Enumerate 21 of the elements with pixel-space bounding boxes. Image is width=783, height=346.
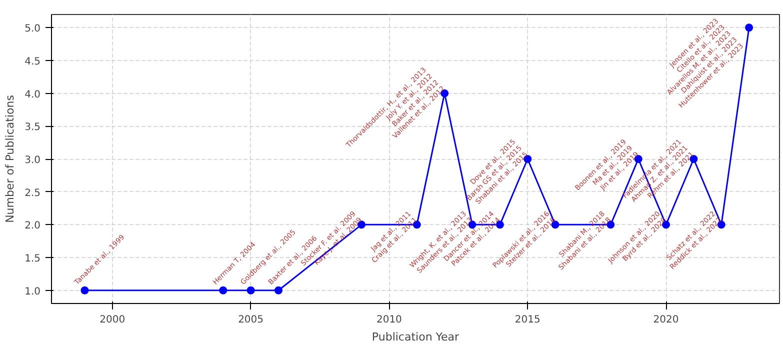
y-axis-title: Number of Publications xyxy=(4,94,17,223)
x-tick-label: 2010 xyxy=(376,314,402,326)
y-tick-label: 2.0 xyxy=(24,220,41,232)
x-tick-label: 2000 xyxy=(100,314,126,326)
x-tick-label: 2015 xyxy=(514,314,540,326)
point xyxy=(219,286,228,294)
point xyxy=(80,286,89,294)
y-tick-label: 4.5 xyxy=(24,56,41,68)
point xyxy=(274,286,282,294)
y-tick-label: 1.0 xyxy=(24,286,41,298)
x-tick-label: 2005 xyxy=(238,314,264,326)
y-tick-label: 5.0 xyxy=(24,24,41,35)
y-tick-label: 1.5 xyxy=(24,254,41,265)
y-tick-label: 4.0 xyxy=(24,89,41,100)
x-axis-title: Publication Year xyxy=(372,330,460,344)
y-tick-label: 3.0 xyxy=(24,155,41,166)
y-tick-label: 3.5 xyxy=(24,122,41,134)
x-tick-label: 2020 xyxy=(653,314,679,326)
point xyxy=(246,286,255,294)
point xyxy=(745,24,754,32)
y-tick-label: 2.5 xyxy=(24,188,41,199)
